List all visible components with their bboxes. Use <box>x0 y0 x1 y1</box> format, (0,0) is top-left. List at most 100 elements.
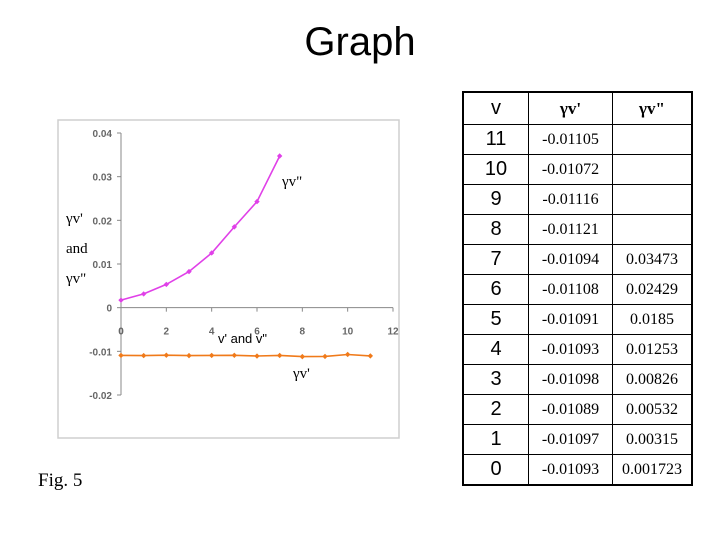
table-row: 9 -0.01116 <box>462 184 693 215</box>
cell-v: 10 <box>462 154 529 185</box>
table-row: 8 -0.01121 <box>462 214 693 245</box>
y-tick-label: 0.02 <box>93 216 113 227</box>
x-tick-label: 6 <box>254 327 260 338</box>
series-1-point <box>231 352 238 359</box>
cell-gamma-v2: 0.00826 <box>612 364 693 395</box>
cell-v: 5 <box>462 304 529 335</box>
x-axis-label: v' and v" <box>218 331 268 346</box>
y-tick-label: 0.03 <box>93 173 113 184</box>
cell-gamma-v2: 0.01253 <box>612 334 693 365</box>
y-axis-label-line-3: γv" <box>66 271 87 287</box>
cell-v: 2 <box>462 394 529 425</box>
series-0-point <box>276 153 283 159</box>
y-tick-label: 0.04 <box>93 129 113 140</box>
y-tick-label: -0.02 <box>89 391 112 402</box>
y-axis-label: γv' and γv" <box>66 204 88 294</box>
cell-v: 1 <box>462 424 529 455</box>
cell-gamma-v1: -0.01093 <box>528 334 613 365</box>
x-tick-label: 8 <box>300 327 306 338</box>
series-0-point <box>118 297 124 303</box>
x-tick-label: 10 <box>342 327 354 338</box>
x-tick-label: 2 <box>164 327 170 338</box>
table-row: 10 -0.01072 <box>462 154 693 185</box>
series-0-point <box>186 268 192 275</box>
cell-gamma-v2: 0.0185 <box>612 304 693 335</box>
cell-gamma-v2: 0.001723 <box>612 454 693 486</box>
table-row: 1 -0.01097 0.00315 <box>462 424 693 455</box>
series-0-point <box>163 281 170 288</box>
data-table: v γv' γv" 11 -0.01105 10 -0.01072 9 -0.0111… <box>462 91 693 486</box>
table-row: 5 -0.01091 0.0185 <box>462 304 693 335</box>
cell-gamma-v2: 0.03473 <box>612 244 693 275</box>
cell-v: 3 <box>462 364 529 395</box>
cell-gamma-v2 <box>612 214 693 245</box>
x-tick-label: 4 <box>209 327 215 338</box>
cell-gamma-v2: 0.00315 <box>612 424 693 455</box>
chart-area <box>57 119 400 439</box>
header-gamma-v2: γv" <box>612 91 693 125</box>
cell-v: 4 <box>462 334 529 365</box>
series-1-point <box>208 352 215 359</box>
cell-gamma-v2: 0.00532 <box>612 394 693 425</box>
table-row: 2 -0.01089 0.00532 <box>462 394 693 425</box>
table-row: 11 -0.01105 <box>462 124 693 155</box>
cell-gamma-v1: -0.01094 <box>528 244 613 275</box>
series-layer <box>118 153 374 360</box>
table-row: 3 -0.01098 0.00826 <box>462 364 693 395</box>
series-label-gamma-v2: γv" <box>282 174 303 190</box>
cell-gamma-v1: -0.01098 <box>528 364 613 395</box>
cell-gamma-v2 <box>612 154 693 185</box>
cell-v: 6 <box>462 274 529 305</box>
cell-gamma-v1: -0.01105 <box>528 124 613 155</box>
cell-gamma-v1: -0.01091 <box>528 304 613 335</box>
cell-v: 9 <box>462 184 529 215</box>
series-1-point <box>299 353 306 360</box>
y-tick-label: 0.01 <box>93 260 113 271</box>
cell-v: 0 <box>462 454 529 486</box>
y-axis-label-line-2: and <box>66 241 88 257</box>
series-label-gamma-v1: γv' <box>293 366 310 382</box>
cell-gamma-v1: -0.01072 <box>528 154 613 185</box>
y-tick-label: 0 <box>106 304 112 315</box>
header-v: v <box>462 91 529 125</box>
cell-gamma-v1: -0.01089 <box>528 394 613 425</box>
series-line-1 <box>120 353 371 358</box>
cell-gamma-v1: -0.01093 <box>528 454 613 486</box>
series-1-point <box>118 352 124 359</box>
table-header-row: v γv' γv" <box>462 91 693 125</box>
table-row: 7 -0.01094 0.03473 <box>462 244 693 275</box>
x-axis: 0 2 4 6 8 10 12 <box>118 307 399 338</box>
series-1-point <box>186 352 192 359</box>
cell-gamma-v1: -0.01116 <box>528 184 613 215</box>
series-1-point <box>254 353 260 359</box>
table-row: 6 -0.01108 0.02429 <box>462 274 693 305</box>
cell-v: 8 <box>462 214 529 245</box>
series-line-0 <box>120 155 281 301</box>
series-0-point <box>231 224 238 230</box>
cell-gamma-v2 <box>612 124 693 155</box>
series-0-point <box>208 250 215 256</box>
series-1-point <box>344 351 351 358</box>
cell-gamma-v2 <box>612 184 693 215</box>
cell-gamma-v1: -0.01121 <box>528 214 613 245</box>
y-axis-label-line-1: γv' <box>66 211 83 227</box>
series-1-point <box>367 353 374 359</box>
series-1-point <box>276 352 283 359</box>
figure-caption: Fig. 5 <box>38 470 83 491</box>
series-1-point <box>140 352 147 359</box>
x-tick-label: 12 <box>387 327 399 338</box>
cell-v: 11 <box>462 124 529 155</box>
table-row: 4 -0.01093 0.01253 <box>462 334 693 365</box>
y-axis: 0.04 0.03 0.02 0.01 0 -0.01 -0.02 <box>89 129 122 402</box>
cell-gamma-v1: -0.01097 <box>528 424 613 455</box>
cell-v: 7 <box>462 244 529 275</box>
y-tick-label: -0.01 <box>89 347 112 358</box>
series-0-point <box>254 198 260 205</box>
table-body: 11 -0.01105 10 -0.01072 9 -0.01116 8 -0.0112… <box>462 124 693 486</box>
cell-gamma-v1: -0.01108 <box>528 274 613 305</box>
series-1-point <box>322 353 328 360</box>
cell-gamma-v2: 0.02429 <box>612 274 693 305</box>
header-gamma-v1: γv' <box>528 91 613 125</box>
page-title: Graph <box>304 20 416 64</box>
